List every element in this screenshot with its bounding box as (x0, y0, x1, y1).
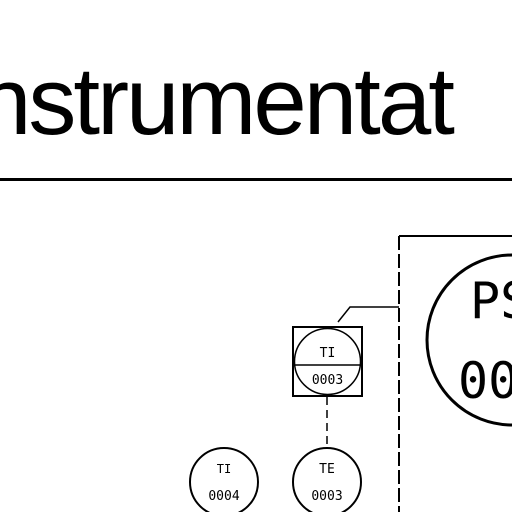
ps-00-tag: PS (470, 272, 512, 330)
instrument-te-0003[interactable]: TE 0003 (292, 447, 362, 512)
ti-0003-tag: TI (320, 346, 336, 361)
te-0003-number: 0003 (311, 489, 342, 504)
instrument-ti-0004[interactable]: TI 0004 (189, 447, 259, 512)
page-title: nstrumentat (0, 52, 455, 152)
page-title-area: nstrumentat (0, 52, 512, 152)
instrument-ps-00[interactable]: PS 00 (425, 253, 512, 427)
ps-00-number: 00 (458, 352, 512, 410)
ti-0003-number: 0003 (312, 373, 343, 388)
instrument-ti-0003[interactable]: TI 0003 (292, 326, 363, 397)
te-0003-tag: TE (319, 462, 335, 477)
title-underline (0, 178, 512, 181)
ti-0004-number: 0004 (208, 489, 239, 504)
signal-line (337, 306, 399, 323)
ti-0004-tag: TI (217, 462, 231, 476)
